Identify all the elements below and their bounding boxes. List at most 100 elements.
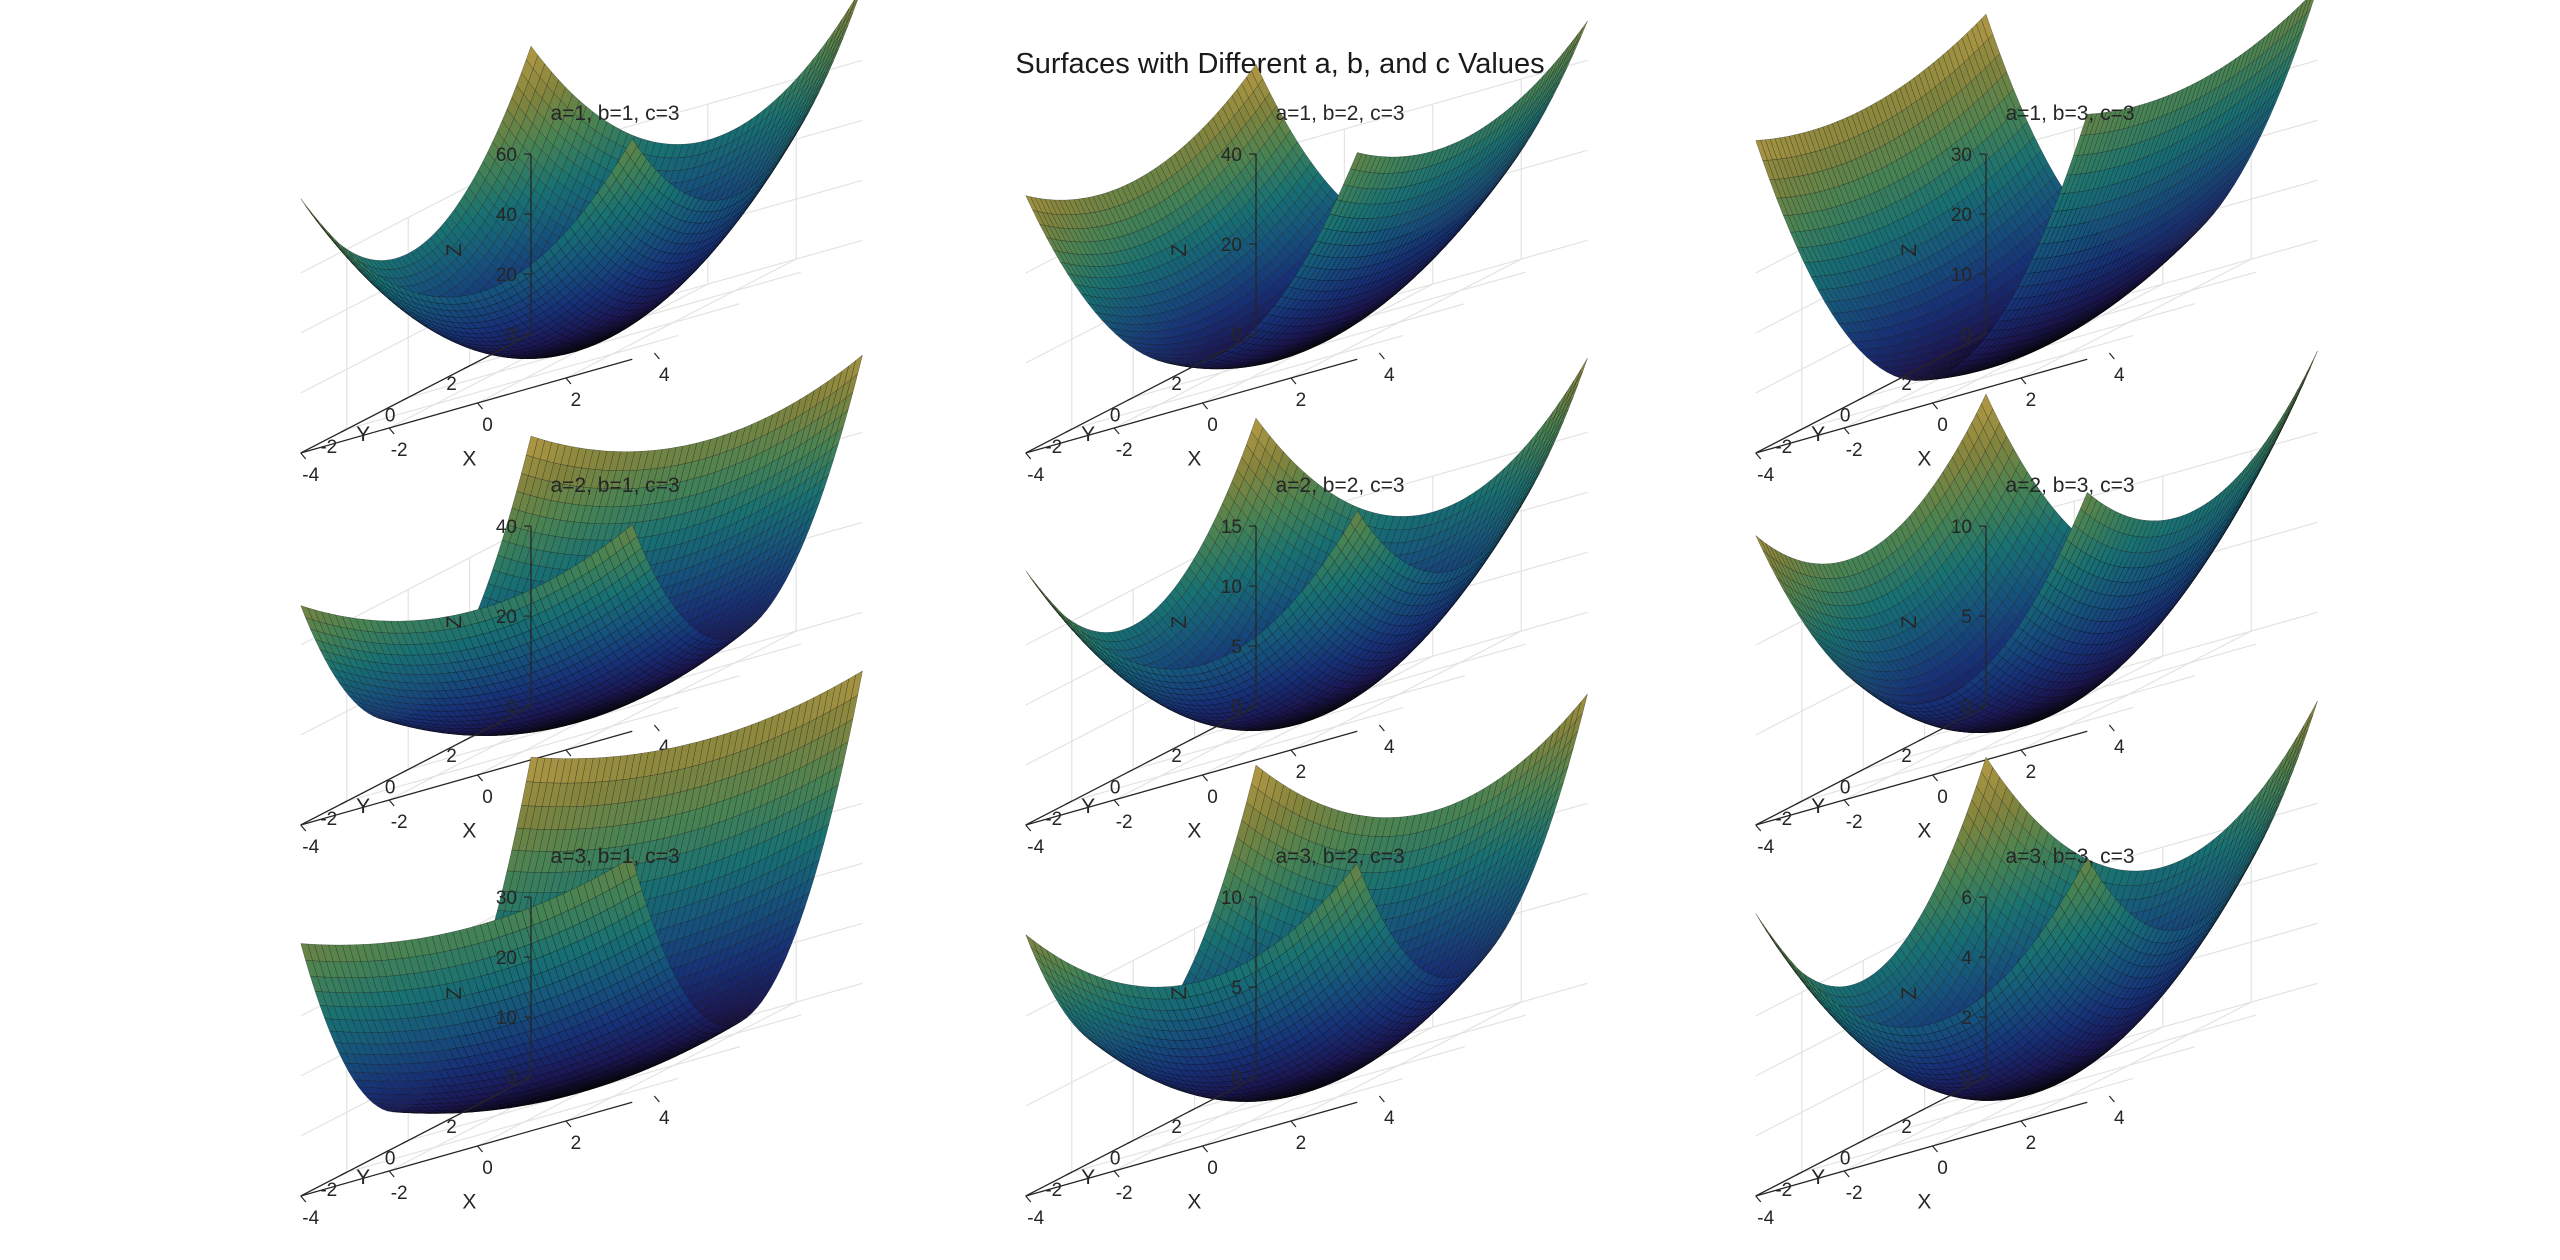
z-tick-label: 20 xyxy=(1951,205,1972,226)
y-tick-label: -2 xyxy=(320,1180,337,1201)
y-tick-label: -2 xyxy=(1775,1180,1792,1201)
x-axis-line xyxy=(1025,1101,1358,1197)
y-axis-line xyxy=(1025,705,1257,826)
x-tick xyxy=(1755,1195,1762,1203)
x-tick-label: 2 xyxy=(1296,390,1307,411)
y-axis-line xyxy=(1755,1076,1987,1197)
z-axis-label: Z xyxy=(1898,244,1921,257)
x-axis-line xyxy=(1755,1101,2088,1197)
y-tick-label: 2 xyxy=(446,746,457,767)
y-tick xyxy=(1918,737,1925,742)
x-tick xyxy=(388,799,395,807)
x-tick xyxy=(477,774,484,782)
x-tick-label: -2 xyxy=(1116,812,1133,833)
axis-lines xyxy=(300,154,633,454)
y-tick-label: 0 xyxy=(385,1149,396,1170)
subplot-title: a=3, b=2, c=3 xyxy=(1275,845,1404,868)
x-tick-label: 2 xyxy=(571,1133,582,1154)
y-tick-label: 0 xyxy=(385,778,396,799)
subplot-title: a=2, b=1, c=3 xyxy=(550,474,679,497)
x-tick xyxy=(2020,377,2027,385)
y-tick xyxy=(1126,1139,1134,1145)
x-tick xyxy=(1202,402,1209,410)
x-tick-label: 0 xyxy=(1937,787,1948,808)
y-tick xyxy=(1856,768,1864,774)
x-axis-line xyxy=(1755,358,2088,454)
subplot-title: a=1, b=2, c=3 xyxy=(1275,102,1404,125)
y-tick xyxy=(1065,428,1073,433)
x-tick-label: -2 xyxy=(1846,1183,1863,1204)
x-tick xyxy=(2020,1120,2027,1128)
z-tick-label: 10 xyxy=(1221,888,1242,909)
x-tick xyxy=(2020,749,2027,757)
y-tick xyxy=(1856,1139,1864,1145)
y-tick-label: 2 xyxy=(446,1117,457,1138)
x-tick xyxy=(1202,1145,1209,1153)
y-tick xyxy=(1126,768,1134,774)
y-axis-line xyxy=(1755,333,1987,454)
y-tick xyxy=(1795,800,1803,805)
y-tick-label: -2 xyxy=(1045,809,1062,830)
x-tick-label: -2 xyxy=(391,812,408,833)
x-tick-label: 4 xyxy=(1384,737,1395,758)
z-tick-label: 0 xyxy=(1961,325,1972,346)
x-tick-label: 0 xyxy=(482,415,493,436)
y-tick xyxy=(463,737,470,742)
y-tick-label: 2 xyxy=(1901,746,1912,767)
z-tick-label: 0 xyxy=(506,325,517,346)
subplot-title: a=3, b=3, c=3 xyxy=(2005,845,2134,868)
x-tick-label: 2 xyxy=(571,390,582,411)
subplot-title: a=1, b=3, c=3 xyxy=(2005,102,2134,125)
y-tick xyxy=(340,1171,348,1176)
y-tick xyxy=(1065,800,1073,805)
y-tick-label: -2 xyxy=(1775,437,1792,458)
y-tick-label: 2 xyxy=(446,374,457,395)
x-tick xyxy=(565,1120,572,1128)
x-tick xyxy=(1755,824,1762,832)
y-axis-label: Y xyxy=(1811,423,1825,446)
y-tick-label: 0 xyxy=(1110,1149,1121,1170)
x-tick-label: 0 xyxy=(482,1158,493,1179)
x-axis-line xyxy=(1025,730,1358,826)
x-tick-label: 0 xyxy=(1207,787,1218,808)
z-axis-label: Z xyxy=(443,244,466,257)
y-axis-line xyxy=(300,333,532,454)
x-tick xyxy=(1843,1170,1850,1178)
subplot-title: a=1, b=1, c=3 xyxy=(550,102,679,125)
y-tick-label: -2 xyxy=(320,809,337,830)
x-tick-label: -2 xyxy=(391,1183,408,1204)
y-tick-label: -2 xyxy=(1045,437,1062,458)
y-tick xyxy=(1065,1171,1073,1176)
x-tick xyxy=(2108,352,2115,360)
y-axis-line xyxy=(300,1076,532,1197)
x-tick-label: 0 xyxy=(1937,1158,1948,1179)
y-axis-label: Y xyxy=(1081,1166,1095,1189)
y-axis-label: Y xyxy=(1081,423,1095,446)
figure-title: Surfaces with Different a, b, and c Valu… xyxy=(0,48,2560,81)
z-tick-label: 4 xyxy=(1961,948,1972,969)
z-tick-label: 0 xyxy=(1231,697,1242,718)
y-tick xyxy=(401,1139,409,1145)
x-tick-label: 0 xyxy=(1937,415,1948,436)
x-tick-label: -4 xyxy=(302,465,319,486)
x-axis-line xyxy=(1025,358,1358,454)
x-axis-label: X xyxy=(1187,820,1201,843)
x-tick xyxy=(653,724,660,732)
subplot-title: a=2, b=3, c=3 xyxy=(2005,474,2134,497)
y-tick-label: 2 xyxy=(1171,1117,1182,1138)
x-tick xyxy=(2108,724,2115,732)
x-axis-line xyxy=(1755,730,2088,826)
z-axis-label: Z xyxy=(443,616,466,629)
y-axis-line xyxy=(300,705,532,826)
z-axis-label: Z xyxy=(1168,616,1191,629)
x-tick xyxy=(653,1095,660,1103)
y-tick xyxy=(1795,1171,1803,1176)
x-tick xyxy=(2108,1095,2115,1103)
x-tick-label: -4 xyxy=(1757,837,1774,858)
x-tick xyxy=(1932,774,1939,782)
x-axis-label: X xyxy=(1187,1191,1201,1214)
axis-lines xyxy=(1755,154,2088,454)
